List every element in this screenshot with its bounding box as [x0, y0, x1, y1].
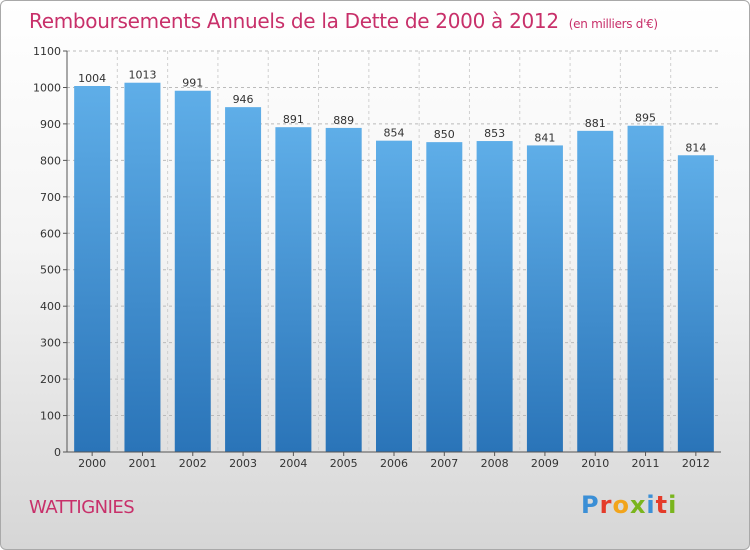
bar-value-label: 850 [434, 128, 455, 141]
logo-letter: i [646, 491, 656, 519]
y-tick-label: 800 [40, 154, 61, 167]
bar-value-label: 881 [585, 117, 606, 130]
chart-subtitle: (en milliers d'€) [568, 17, 658, 31]
bar-value-label: 991 [182, 77, 203, 90]
bar-value-label: 1013 [128, 69, 156, 82]
bar [526, 145, 563, 452]
logo-letter: t [655, 491, 669, 519]
bar [627, 125, 664, 453]
chart-title: Remboursements Annuels de la Dette de 20… [29, 9, 658, 33]
x-tick-label: 2010 [581, 457, 609, 470]
y-tick-label: 400 [40, 300, 61, 313]
y-tick-label: 600 [40, 227, 61, 240]
bar-value-label: 854 [384, 127, 405, 140]
bar [225, 107, 262, 452]
y-tick-label: 200 [40, 373, 61, 386]
y-tick-label: 900 [40, 118, 61, 131]
bar-value-label: 889 [333, 114, 354, 127]
x-tick-label: 2008 [481, 457, 509, 470]
y-tick-label: 1100 [33, 45, 61, 58]
bar-value-label: 946 [233, 93, 254, 106]
x-tick-label: 2005 [330, 457, 358, 470]
bar-value-label: 841 [534, 131, 555, 144]
x-tick-label: 2006 [380, 457, 408, 470]
x-tick-label: 2009 [531, 457, 559, 470]
bar [275, 127, 312, 452]
bar [577, 130, 614, 452]
x-tick-label: 2004 [279, 457, 307, 470]
bar [174, 90, 211, 453]
y-tick-label: 0 [54, 446, 61, 459]
logo-letter: P [581, 491, 600, 519]
x-tick-label: 2012 [682, 457, 710, 470]
bar-value-label: 891 [283, 113, 304, 126]
x-tick-label: 2000 [78, 457, 106, 470]
logo-letter: r [599, 491, 613, 519]
bar [74, 85, 111, 452]
commune-name: WATTIGNIES [29, 497, 135, 518]
bar-value-label: 1004 [78, 72, 106, 85]
bar [325, 127, 362, 452]
bar-value-label: 814 [685, 141, 706, 154]
y-tick-label: 1000 [33, 81, 61, 94]
bar [426, 142, 463, 453]
y-tick-label: 300 [40, 337, 61, 350]
y-tick-label: 100 [40, 410, 61, 423]
bar-value-label: 895 [635, 112, 656, 125]
logo-letter: x [629, 491, 647, 519]
x-tick-label: 2002 [179, 457, 207, 470]
bar [476, 141, 513, 452]
bar-value-label: 853 [484, 127, 505, 140]
y-tick-label: 500 [40, 264, 61, 277]
logo-letter: i [668, 491, 678, 519]
proxiti-logo: Proxiti [581, 491, 677, 519]
logo-letter: o [612, 491, 630, 519]
y-tick-label: 700 [40, 191, 61, 204]
x-tick-label: 2011 [632, 457, 660, 470]
x-tick-label: 2007 [430, 457, 458, 470]
bar [124, 82, 161, 452]
bar [677, 155, 714, 452]
x-tick-label: 2001 [128, 457, 156, 470]
bar [376, 140, 412, 453]
x-tick-label: 2003 [229, 457, 257, 470]
